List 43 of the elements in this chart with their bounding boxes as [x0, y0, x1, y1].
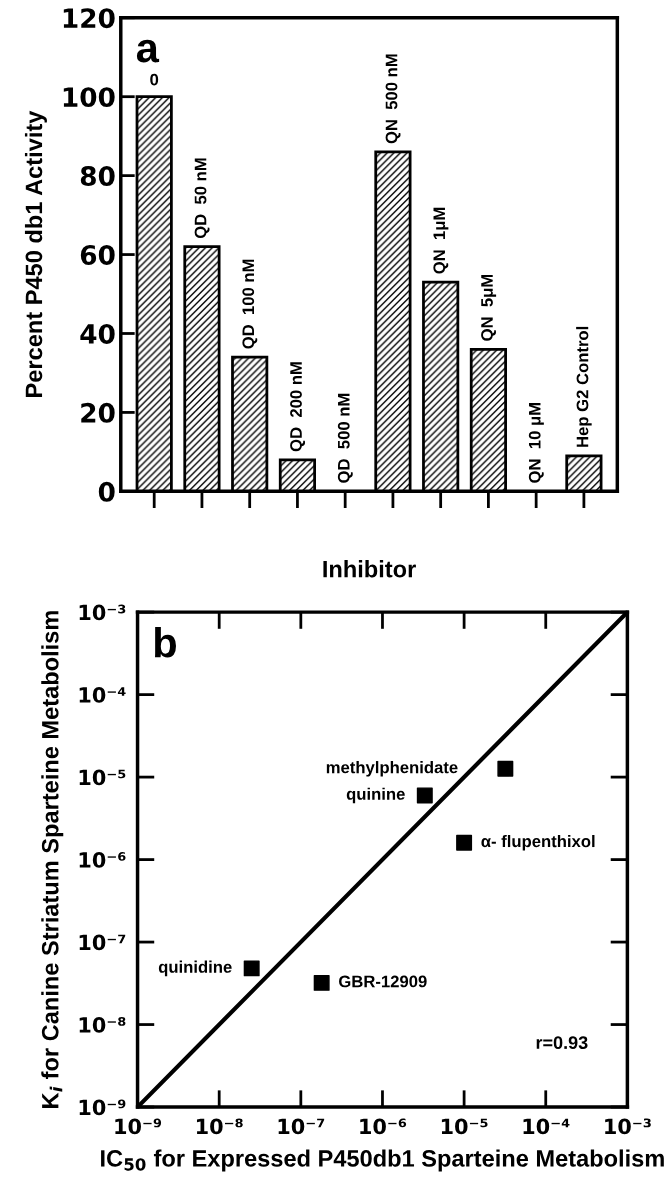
x-axis-title: IC$_{50}$ for Expressed P450db1 Sparteine Metabolism [101, 1149, 664, 1172]
category-label: QD 50 nM [194, 158, 210, 239]
y-tick-label: 10⁻⁶ [79, 852, 126, 868]
x-tick-label: 10⁻⁷ [278, 1118, 325, 1135]
category-label: QD 500 nM [337, 393, 353, 483]
annotation: a [136, 39, 160, 63]
category-label: QN 10 μM [528, 403, 544, 483]
y-tick-label: 0 [98, 481, 115, 502]
y-axis-title: Percent P450 db1 Activity [24, 110, 47, 397]
annotation: r=0.93 [536, 1036, 588, 1050]
y-tick-label: 10⁻⁴ [79, 687, 126, 703]
annotation: quinidine [158, 960, 232, 977]
annotation: GBR-12909 [339, 975, 427, 988]
x-tick-label: 10⁻⁹ [115, 1118, 162, 1135]
category-label: QD 100 nM [242, 259, 258, 349]
y-tick-label: 80 [80, 166, 115, 187]
y-tick-label: 60 [80, 245, 115, 265]
annotation: α- flupenthixol [481, 834, 595, 851]
x-tick-label: 10⁻⁵ [441, 1118, 488, 1135]
y-tick-label: 20 [81, 402, 115, 423]
y-axis-title: K$_{i}$ for Canine Striatum Sparteine Metabolism [41, 611, 64, 1108]
annotation: quinine [346, 787, 405, 804]
category-label: QD 200 nM [290, 362, 306, 452]
y-tick-label: 120 [63, 8, 115, 29]
y-tick-label: 40 [80, 323, 115, 344]
x-axis-title: Inhibitor [323, 560, 416, 578]
x-tick-label: 10⁻⁶ [360, 1118, 407, 1135]
y-tick-label: 10⁻⁹ [79, 1099, 126, 1116]
category-label: 0 [150, 73, 159, 86]
category-label: QN 500 nM [385, 54, 401, 144]
annotation: methylphenidate [326, 761, 458, 777]
y-tick-label: 10⁻⁵ [79, 769, 126, 786]
y-tick-label: 10⁻³ [79, 604, 126, 621]
x-tick-label: 10⁻³ [605, 1118, 651, 1135]
y-tick-label: 100 [63, 87, 115, 108]
y-tick-label: 10⁻⁸ [79, 1017, 126, 1033]
category-label: Hep G2 Control [576, 326, 592, 447]
x-tick-label: 10⁻⁸ [196, 1118, 243, 1135]
category-label: QN 5μM [481, 274, 497, 341]
y-tick-label: 10⁻⁷ [79, 934, 126, 951]
category-label: QN 1μM [433, 207, 449, 274]
x-tick-label: 10⁻⁴ [523, 1118, 570, 1135]
annotation: b [155, 626, 176, 658]
